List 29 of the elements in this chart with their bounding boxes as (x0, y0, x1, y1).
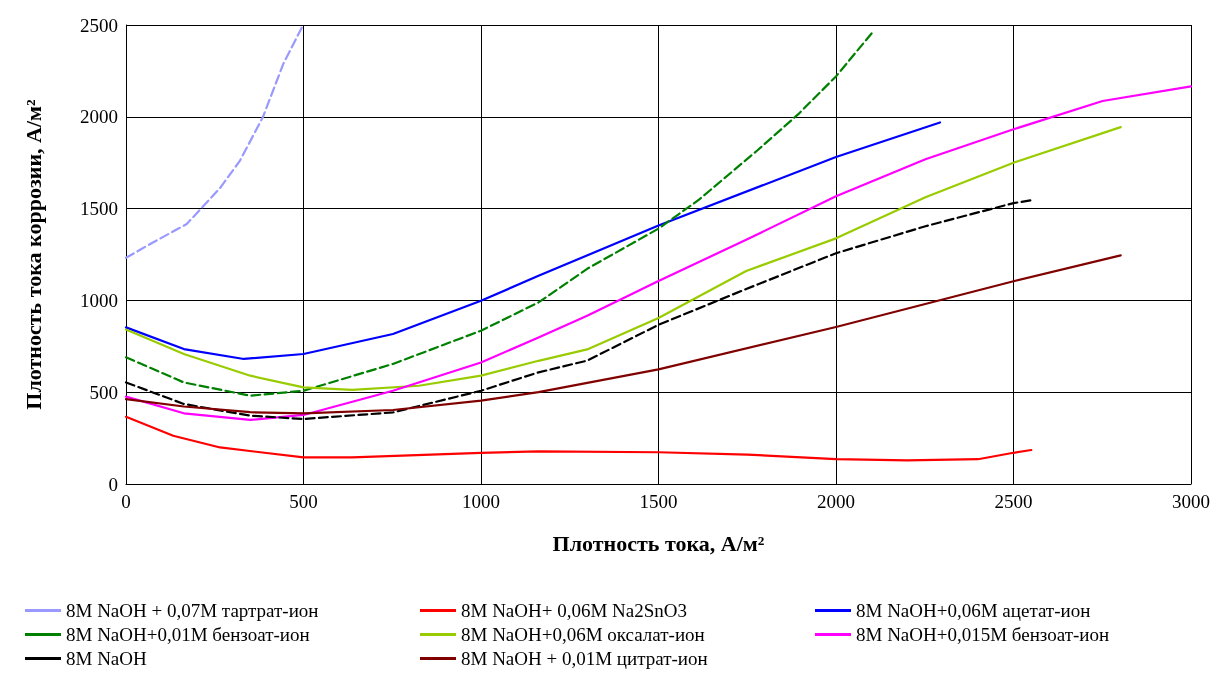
y-axis-title: Плотность тока коррозии, А/м² (20, 98, 46, 410)
legend-label: 8M NaOH+ 0,06M Na2SnO3 (461, 600, 688, 621)
line-series (124, 121, 942, 361)
x-tick-label: 1500 (639, 491, 678, 512)
x-tick-label: 2500 (994, 491, 1033, 512)
legend-label: 8M NaOH (66, 648, 148, 669)
legend-label: 8M NaOH+0,06M оксалат-ион (461, 624, 705, 645)
legend-label: 8M NaOH+0,01M бензоат-ион (66, 624, 310, 645)
line-series (124, 85, 1193, 422)
y-tick-label: 2000 (80, 106, 118, 128)
x-tick-label: 500 (289, 491, 318, 512)
x-tick-label: 3000 (1172, 491, 1210, 512)
y-tick-label: 2500 (80, 14, 118, 36)
legend-label: 8M NaOH+0,06M ацетат-ион (856, 600, 1091, 621)
line-series (124, 31, 873, 397)
y-tick-label: 500 (89, 381, 118, 403)
legend-label: 8M NaOH + 0,01M цитрат-ион (461, 648, 708, 669)
x-tick-label: 2000 (817, 491, 855, 512)
line-series (124, 415, 1033, 462)
x-axis-title: Плотность тока, А/м² (552, 530, 765, 556)
y-tick-label: 1000 (80, 289, 118, 311)
legend-label: 8M NaOH+0,015M бензоат-ион (856, 624, 1110, 645)
legend-label: 8M NaOH + 0,07M тартрат-ион (66, 600, 319, 621)
x-tick-label: 0 (121, 491, 131, 512)
line-series (124, 125, 1122, 391)
x-tick-label: 1000 (462, 491, 500, 512)
y-tick-label: 1500 (80, 198, 118, 220)
y-tick-label: 0 (108, 473, 118, 495)
line-series (124, 254, 1122, 415)
